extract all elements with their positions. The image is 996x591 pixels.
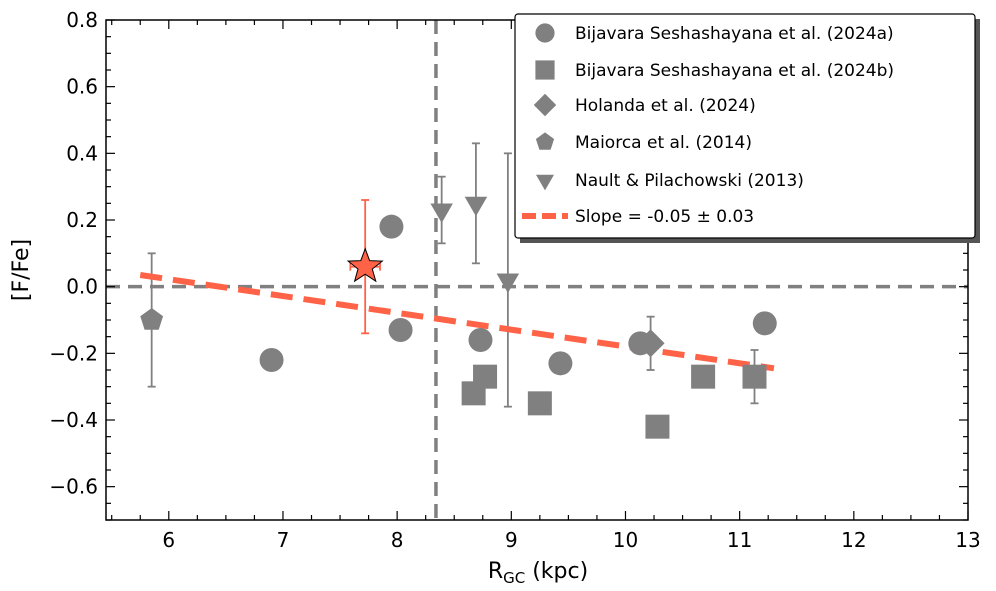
y-axis-label: [F/Fe]: [9, 239, 34, 301]
legend-items: Bijavara Seshashayana et al. (2024a) Bija…: [522, 23, 894, 227]
x-tick-label: 9: [505, 528, 518, 552]
nault-pilachowski-2013-point: [430, 203, 453, 223]
x-tick-label: 7: [277, 528, 290, 552]
nault-pilachowski-2013-point: [464, 196, 488, 217]
x-axis-label-unit: (kpc): [525, 559, 588, 584]
legend-label: Holanda et al. (2024): [575, 96, 756, 116]
fit-line-layer: [139, 272, 775, 372]
x-tick-label: 6: [162, 528, 175, 552]
target-star-layer: [346, 199, 384, 335]
x-axis-label-main: R: [488, 559, 503, 584]
x-axis-label: RGC (kpc): [488, 559, 588, 587]
y-tick-label: −0.6: [49, 475, 98, 499]
x-tick-label: 10: [613, 528, 638, 552]
maiorca-et-al-2014-point: [140, 308, 164, 330]
legend-box: [514, 13, 976, 239]
legend-label: Slope = -0.05 ± 0.03: [575, 207, 754, 227]
legend-label: Bijavara Seshashayana et al. (2024b): [575, 61, 894, 81]
bijavara-seshashayana-et-al-2024a-point: [388, 318, 413, 342]
bijavara-seshashayana-et-al-2024b-point: [691, 364, 716, 389]
bijavara-seshashayana-et-al-2024a-point: [548, 351, 573, 376]
y-tick-label: 0.6: [66, 75, 98, 99]
bijavara-seshashayana-et-al-2024a-point: [259, 348, 284, 372]
x-tick-label: 11: [727, 528, 752, 552]
x-tick-label: 12: [841, 528, 866, 552]
x-axis-label-subscript: GC: [503, 569, 525, 587]
slope-fit-line: [139, 272, 775, 372]
nault-pilachowski-2013-point: [496, 273, 520, 293]
legend: Bijavara Seshashayana et al. (2024a) Bija…: [514, 13, 980, 243]
legend-marker-nault-pilachowski-2013: [536, 174, 554, 191]
data-markers: [140, 196, 777, 439]
bijavara-seshashayana-et-al-2024b-point: [742, 364, 767, 389]
x-tick-label: 13: [955, 528, 980, 552]
legend-label: Maiorca et al. (2014): [575, 133, 752, 153]
bijavara-seshashayana-et-al-2024b-point: [645, 414, 670, 439]
legend-marker-maiorca-et-al-2014: [535, 132, 555, 150]
reference-lines: [106, 20, 968, 520]
y-tick-label: 0.2: [66, 208, 98, 232]
y-tick-label: −0.2: [49, 341, 98, 365]
legend-label: Bijavara Seshashayana et al. (2024a): [575, 24, 894, 44]
y-tick-labels: 0.8 0.6 0.4 0.2 0.0 −0.2 −0.4 −0.6: [49, 8, 98, 499]
y-tick-label: −0.4: [49, 408, 98, 432]
legend-label: Nault & Pilachowski (2013): [575, 171, 804, 191]
bijavara-seshashayana-et-al-2024b-point: [473, 364, 498, 389]
y-tick-label: 0.0: [66, 275, 98, 299]
x-tick-label: 8: [391, 528, 404, 552]
bijavara-seshashayana-et-al-2024a-point: [752, 311, 777, 336]
bijavara-seshashayana-et-al-2024a-point: [468, 328, 493, 352]
target-star-marker: [346, 247, 384, 283]
legend-marker-holanda-et-al-2024: [533, 93, 557, 117]
legend-marker-bijavara-seshashayana-et-al-2024b: [535, 60, 555, 80]
bijavara-seshashayana-et-al-2024a-point: [379, 214, 404, 239]
bijavara-seshashayana-et-al-2024b-point: [527, 391, 552, 416]
y-tick-label: 0.8: [66, 8, 98, 32]
legend-marker-bijavara-seshashayana-et-al-2024a: [535, 23, 555, 43]
holanda-et-al-2024-point: [636, 329, 665, 358]
y-tick-label: 0.4: [66, 141, 98, 165]
x-tick-labels: 6 7 8 9 10 11 12 13: [162, 528, 980, 552]
